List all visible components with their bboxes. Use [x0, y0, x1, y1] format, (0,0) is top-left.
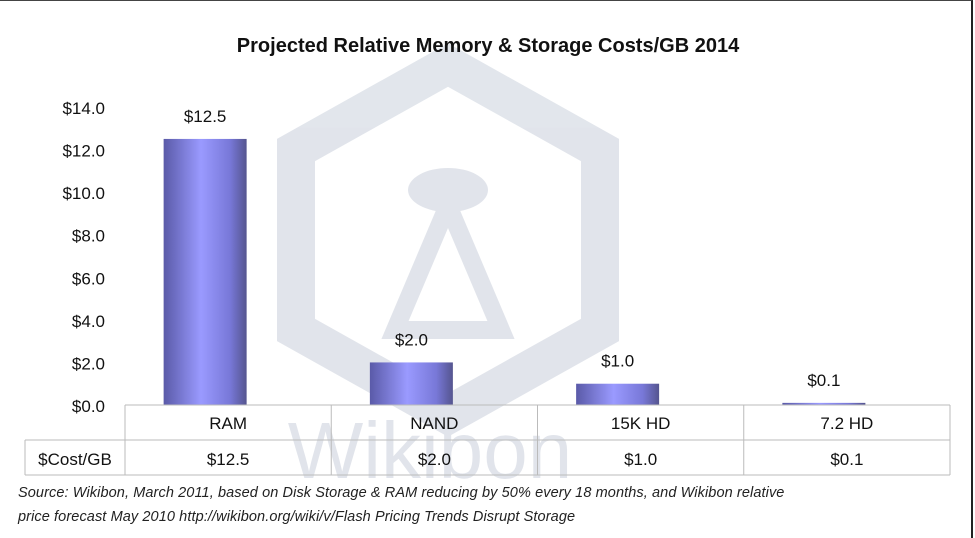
y-tick-label: $4.0	[72, 312, 105, 331]
chart-title: Projected Relative Memory & Storage Cost…	[237, 35, 740, 57]
table-cell: $0.1	[830, 450, 863, 469]
x-category-label: NAND	[410, 414, 458, 433]
x-category-label: 7.2 HD	[820, 414, 873, 433]
data-label: $0.1	[807, 371, 840, 390]
wikibon-watermark-logo: Wikibon	[277, 43, 619, 495]
bar-ram	[163, 138, 247, 405]
table-row-label: $Cost/GB	[38, 450, 112, 469]
source-line-2: price forecast May 2010 http://wikibon.o…	[18, 509, 576, 525]
x-category-label: RAM	[209, 414, 247, 433]
data-label: $2.0	[395, 330, 428, 349]
bar-7-2-hd	[782, 402, 866, 405]
data-label: $12.5	[184, 107, 227, 126]
x-category-label: 15K HD	[611, 414, 671, 433]
source-line-1: Source: Wikibon, March 2011, based on Di…	[18, 485, 785, 501]
y-tick-label: $0.0	[72, 397, 105, 416]
y-tick-label: $6.0	[72, 269, 105, 288]
y-tick-label: $10.0	[62, 184, 105, 203]
data-label: $1.0	[601, 352, 634, 371]
bar-15k-hd	[576, 383, 660, 405]
table-cell: $12.5	[207, 450, 250, 469]
y-tick-label: $12.0	[62, 142, 105, 161]
table-cell: $1.0	[624, 450, 657, 469]
y-tick-label: $8.0	[72, 227, 105, 246]
y-tick-label: $2.0	[72, 354, 105, 373]
watermark-text: Wikibon	[288, 406, 573, 495]
table-cell: $2.0	[418, 450, 451, 469]
bar-nand	[369, 362, 453, 405]
y-tick-label: $14.0	[62, 99, 105, 118]
